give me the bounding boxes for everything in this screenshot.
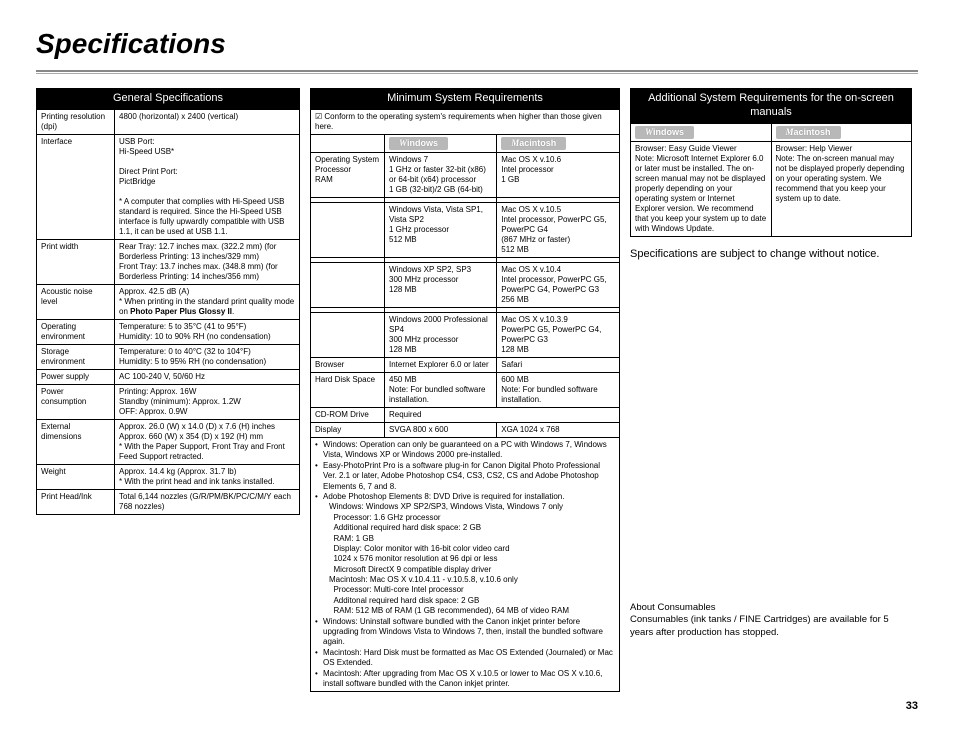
- general-label: Acoustic noise level: [37, 284, 115, 319]
- cdrom-value: Required: [385, 408, 620, 423]
- general-value: Rear Tray: 12.7 inches max. (322.2 mm) (…: [115, 239, 300, 284]
- os-win-cell: Windows XP SP2, SP3300 MHz processor128 …: [385, 263, 497, 308]
- note-indent: Additional required hard disk space: 2 G…: [315, 523, 615, 533]
- os-label-cell: [311, 263, 385, 308]
- change-notice: Specifications are subject to change wit…: [630, 247, 912, 262]
- general-value: Total 6,144 nozzles (G/R/PM/BK/PC/C/M/Y …: [115, 489, 300, 514]
- col-minreq: Minimum System Requirements ☑ Conform to…: [310, 88, 620, 692]
- note-indent: Windows: Windows XP SP2/SP3, Windows Vis…: [315, 502, 615, 512]
- os-mac-cell: Mac OS X v.10.6Intel processor1 GB: [497, 153, 620, 198]
- general-label: Power supply: [37, 369, 115, 384]
- os-mac-cell: Mac OS X v.10.5Intel processor, PowerPC …: [497, 203, 620, 258]
- minreq-notes: •Windows: Operation can only be guarante…: [311, 438, 620, 692]
- general-label: Power consumption: [37, 384, 115, 419]
- consumables-title: About Consumables: [630, 602, 912, 615]
- general-value: Approx. 14.4 kg (Approx. 31.7 lb)* With …: [115, 464, 300, 489]
- conform-icon: ☑: [315, 112, 322, 121]
- general-header: General Specifications: [37, 89, 300, 110]
- conform-text: Conform to the operating system's requir…: [315, 112, 602, 131]
- windows-badge: WWindowsindows: [389, 137, 448, 150]
- general-label: Print width: [37, 239, 115, 284]
- windows-badge-2: Windows: [635, 126, 694, 139]
- note-bullet: •Macintosh: Hard Disk must be formatted …: [315, 648, 615, 669]
- os-mac-cell: Mac OS X v.10.4Intel processor, PowerPC …: [497, 263, 620, 308]
- note-bullet: •Adobe Photoshop Elements 8: DVD Drive i…: [315, 492, 615, 502]
- note-bullet: •Windows: Uninstall software bundled wit…: [315, 617, 615, 648]
- general-label: External dimensions: [37, 419, 115, 464]
- general-value: USB Port:Hi-Speed USB*Direct Print Port:…: [115, 134, 300, 239]
- general-value: Approx. 42.5 dB (A)* When printing in th…: [115, 284, 300, 319]
- table-general: General Specifications Printing resoluti…: [36, 88, 300, 515]
- note-indent: RAM: 512 MB of RAM (1 GB recommended), 6…: [315, 606, 615, 616]
- os-win-cell: Windows 2000 Professional SP4300 MHz pro…: [385, 313, 497, 358]
- os-win-cell: Windows Vista, Vista SP1, Vista SP21 GHz…: [385, 203, 497, 258]
- general-label: Storage environment: [37, 344, 115, 369]
- consumables-block: About Consumables Consumables (ink tanks…: [630, 602, 912, 640]
- hdd-label: Hard Disk Space: [311, 373, 385, 408]
- note-indent: Processor: 1.6 GHz processor: [315, 513, 615, 523]
- note-indent: 1024 x 576 monitor resolution at 96 dpi …: [315, 554, 615, 564]
- table-addreq: Additional System Requirements for the o…: [630, 88, 912, 237]
- page-title: Specifications: [36, 28, 918, 60]
- hdd-win: 450 MBNote: For bundled software install…: [385, 373, 497, 408]
- general-value: Approx. 26.0 (W) x 14.0 (D) x 7.6 (H) in…: [115, 419, 300, 464]
- note-indent: Processor: Multi-core Intel processor: [315, 585, 615, 595]
- note-bullet: •Easy-PhotoPrint Pro is a software plug-…: [315, 461, 615, 492]
- note-indent: Macintosh: Mac OS X v.10.4.11 - v.10.5.8…: [315, 575, 615, 585]
- browser-label: Browser: [311, 358, 385, 373]
- addreq-mac-text: Browser: Help ViewerNote: The on-screen …: [771, 141, 912, 236]
- table-minreq: Minimum System Requirements ☑ Conform to…: [310, 88, 620, 692]
- macintosh-badge: Macintosh: [501, 137, 566, 150]
- general-label: Operating environment: [37, 319, 115, 344]
- note-indent: RAM: 1 GB: [315, 534, 615, 544]
- os-label-cell: [311, 203, 385, 258]
- addreq-header: Additional System Requirements for the o…: [631, 89, 912, 124]
- general-value: AC 100-240 V, 50/60 Hz: [115, 369, 300, 384]
- cdrom-label: CD-ROM Drive: [311, 408, 385, 423]
- consumables-text: Consumables (ink tanks / FINE Cartridges…: [630, 614, 912, 640]
- general-label: Weight: [37, 464, 115, 489]
- general-value: 4800 (horizontal) x 2400 (vertical): [115, 109, 300, 134]
- note-indent: Additonal required hard disk space: 2 GB: [315, 596, 615, 606]
- browser-win: Internet Explorer 6.0 or later: [385, 358, 497, 373]
- macintosh-badge-2: Macintosh: [776, 126, 841, 139]
- col-general: General Specifications Printing resoluti…: [36, 88, 300, 515]
- general-label: Print Head/Ink: [37, 489, 115, 514]
- display-label: Display: [311, 423, 385, 438]
- conform-note: ☑ Conform to the operating system's requ…: [311, 109, 620, 134]
- general-value: Temperature: 5 to 35°C (41 to 95°F)Humid…: [115, 319, 300, 344]
- divider-thin: [36, 73, 918, 74]
- minreq-header: Minimum System Requirements: [311, 89, 620, 110]
- note-bullet: •Windows: Operation can only be guarante…: [315, 440, 615, 461]
- col-addreq: Additional System Requirements for the o…: [630, 88, 912, 640]
- columns: General Specifications Printing resoluti…: [36, 88, 918, 692]
- note-indent: Display: Color monitor with 16-bit color…: [315, 544, 615, 554]
- os-label-cell: [311, 313, 385, 358]
- display-win: SVGA 800 x 600: [385, 423, 497, 438]
- general-value: Printing: Approx. 16WStandby (minimum): …: [115, 384, 300, 419]
- display-mac: XGA 1024 x 768: [497, 423, 620, 438]
- addreq-win-text: Browser: Easy Guide ViewerNote: Microsof…: [631, 141, 772, 236]
- hdd-mac: 600 MBNote: For bundled software install…: [497, 373, 620, 408]
- os-mac-cell: Mac OS X v.10.3.9PowerPC G5, PowerPC G4,…: [497, 313, 620, 358]
- browser-mac: Safari: [497, 358, 620, 373]
- os-win-cell: Windows 71 GHz or faster 32-bit (x86) or…: [385, 153, 497, 198]
- general-label: Interface: [37, 134, 115, 239]
- general-label: Printing resolution (dpi): [37, 109, 115, 134]
- divider-thick: [36, 70, 918, 72]
- note-indent: Microsoft DirectX 9 compatible display d…: [315, 565, 615, 575]
- os-label-cell: Operating System ProcessorRAM: [311, 153, 385, 198]
- page-number: 33: [36, 700, 918, 712]
- general-value: Temperature: 0 to 40°C (32 to 104°F)Humi…: [115, 344, 300, 369]
- note-bullet: •Macintosh: After upgrading from Mac OS …: [315, 669, 615, 690]
